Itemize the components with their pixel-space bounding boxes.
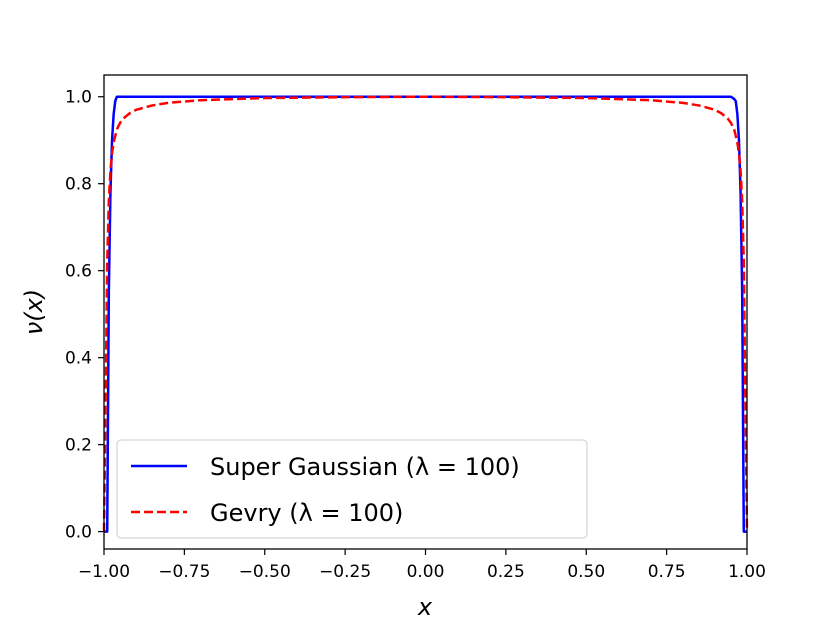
x-tick-label: 1.00	[728, 562, 766, 582]
y-tick-label: 0.0	[65, 523, 92, 543]
x-tick-label: −0.50	[239, 562, 291, 582]
x-tick-label: −1.00	[78, 562, 130, 582]
y-axis-label: ν(x)	[20, 289, 48, 335]
y-axis-ticks: 0.0 0.2 0.4 0.6 0.8 1.0	[65, 88, 104, 543]
y-tick-label: 1.0	[65, 88, 92, 108]
legend-box	[116, 439, 588, 539]
x-axis-ticks: −1.00 −0.75 −0.50 −0.25 0.00 0.25 0.50 0.75 1.00	[78, 549, 766, 582]
y-tick-label: 0.2	[65, 436, 92, 456]
x-tick-label: 0.25	[487, 562, 525, 582]
y-tick-label: 0.6	[65, 262, 92, 282]
x-tick-label: 0.75	[648, 562, 686, 582]
legend: Super Gaussian (λ = 100) Gevry (λ = 100)	[116, 439, 588, 539]
x-axis-label: x	[417, 593, 433, 621]
y-tick-label: 0.8	[65, 175, 92, 195]
x-tick-label: 0.00	[407, 562, 445, 582]
plot-lines	[102, 95, 749, 533]
series-line-gevry	[102, 95, 749, 532]
legend-label-gevry: Gevry (λ = 100)	[210, 499, 403, 527]
y-tick-label: 0.4	[65, 349, 92, 369]
x-tick-label: −0.75	[158, 562, 210, 582]
x-tick-label: −0.25	[319, 562, 371, 582]
legend-label-super-gaussian: Super Gaussian (λ = 100)	[210, 453, 520, 481]
x-tick-label: 0.50	[567, 562, 605, 582]
